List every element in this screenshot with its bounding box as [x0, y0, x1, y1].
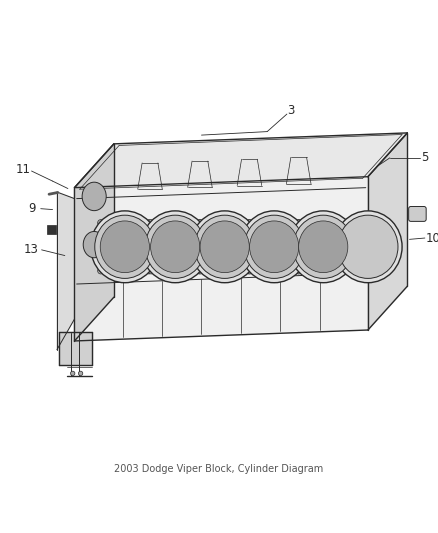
- Ellipse shape: [198, 220, 204, 226]
- Polygon shape: [74, 144, 114, 341]
- FancyBboxPatch shape: [47, 225, 56, 233]
- Ellipse shape: [246, 268, 252, 274]
- Ellipse shape: [146, 268, 152, 274]
- Text: 2003 Dodge Viper Block, Cylinder Diagram: 2003 Dodge Viper Block, Cylinder Diagram: [114, 464, 324, 474]
- Ellipse shape: [148, 268, 154, 274]
- Ellipse shape: [95, 215, 155, 278]
- Text: 3: 3: [288, 103, 295, 117]
- Ellipse shape: [200, 221, 249, 273]
- Ellipse shape: [289, 211, 357, 282]
- Ellipse shape: [145, 215, 205, 278]
- Ellipse shape: [344, 220, 350, 226]
- Ellipse shape: [83, 231, 105, 258]
- Ellipse shape: [196, 220, 202, 226]
- Ellipse shape: [296, 220, 302, 226]
- Ellipse shape: [100, 221, 149, 273]
- Ellipse shape: [141, 211, 209, 282]
- Ellipse shape: [240, 211, 308, 282]
- Ellipse shape: [250, 221, 299, 273]
- Text: 11: 11: [15, 163, 30, 176]
- Ellipse shape: [151, 221, 200, 273]
- Ellipse shape: [78, 371, 83, 376]
- Ellipse shape: [295, 268, 301, 274]
- Ellipse shape: [91, 211, 159, 282]
- Text: 9: 9: [28, 202, 35, 215]
- Ellipse shape: [247, 220, 253, 226]
- Ellipse shape: [246, 220, 252, 226]
- Ellipse shape: [196, 268, 202, 274]
- Ellipse shape: [344, 268, 350, 274]
- Ellipse shape: [146, 220, 152, 226]
- Ellipse shape: [293, 215, 353, 278]
- Ellipse shape: [71, 371, 75, 376]
- Text: 13: 13: [24, 244, 39, 256]
- Text: 10: 10: [425, 231, 438, 245]
- FancyBboxPatch shape: [409, 206, 426, 221]
- Ellipse shape: [295, 220, 301, 226]
- Ellipse shape: [338, 215, 398, 278]
- Polygon shape: [74, 133, 407, 188]
- Ellipse shape: [299, 221, 348, 273]
- Polygon shape: [74, 177, 368, 341]
- Ellipse shape: [198, 268, 204, 274]
- Polygon shape: [57, 192, 74, 350]
- Polygon shape: [368, 133, 407, 330]
- Text: 5: 5: [421, 151, 428, 164]
- Ellipse shape: [98, 220, 104, 226]
- Ellipse shape: [194, 215, 255, 278]
- Ellipse shape: [148, 220, 154, 226]
- Ellipse shape: [82, 182, 106, 211]
- Ellipse shape: [247, 268, 253, 274]
- Ellipse shape: [98, 268, 104, 274]
- Polygon shape: [59, 332, 92, 365]
- Ellipse shape: [191, 211, 259, 282]
- Ellipse shape: [296, 268, 302, 274]
- Ellipse shape: [334, 211, 402, 282]
- Ellipse shape: [244, 215, 304, 278]
